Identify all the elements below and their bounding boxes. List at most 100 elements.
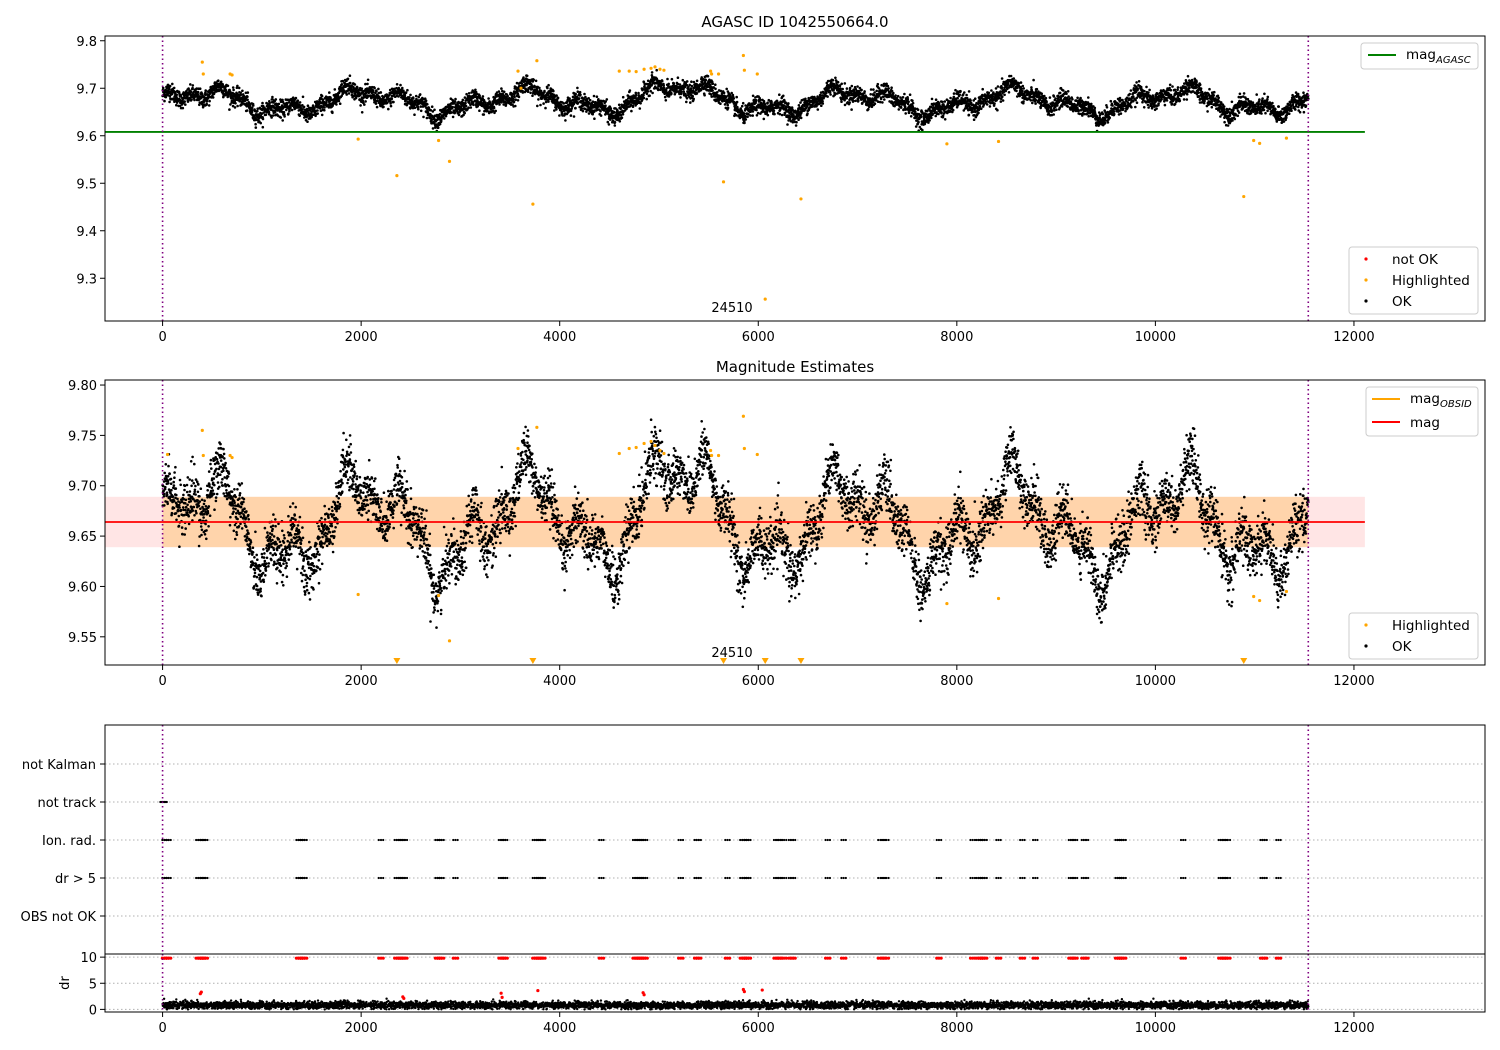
ok-point (274, 98, 278, 101)
ok-point (1045, 100, 1048, 104)
ok-point (1000, 86, 1004, 90)
ok-point (593, 117, 596, 120)
ok-point (568, 97, 571, 100)
ok-point (578, 90, 582, 94)
ok-point (726, 106, 730, 110)
ok-point (545, 96, 549, 99)
ok-point (298, 101, 302, 104)
ok-point (353, 83, 357, 86)
ok-point (252, 104, 255, 107)
ok-point (930, 116, 933, 120)
ok-point (613, 110, 616, 114)
ok-point (244, 91, 248, 95)
ok-point (840, 82, 843, 86)
ok-point (595, 95, 599, 98)
ok-point (364, 82, 367, 86)
ok-point (279, 116, 283, 119)
ok-point (786, 123, 789, 126)
ok-point (751, 94, 755, 98)
ok-point (572, 115, 576, 118)
ok-point (583, 92, 586, 96)
ok-point (917, 120, 920, 124)
ok-point (546, 86, 549, 90)
ok-point (419, 109, 423, 113)
ok-point (996, 108, 999, 112)
ok-point (168, 100, 171, 104)
ok-point (254, 122, 257, 126)
ok-point (196, 90, 200, 94)
ok-point (347, 92, 351, 95)
ok-point (382, 105, 385, 109)
ok-point (494, 109, 498, 113)
ok-point (1003, 93, 1006, 97)
ok-point (512, 100, 516, 103)
ok-point (914, 125, 918, 128)
ok-point (474, 88, 477, 92)
ok-point (913, 107, 917, 110)
ok-point (906, 97, 910, 101)
ok-point (306, 120, 309, 123)
ok-point (695, 79, 699, 83)
ok-point (987, 91, 991, 95)
ok-point (726, 103, 729, 107)
ok-point (373, 86, 376, 90)
ok-point (239, 93, 243, 97)
ok-point (850, 108, 853, 111)
ok-point (246, 98, 249, 102)
ok-point (514, 98, 517, 101)
ok-point (951, 108, 955, 112)
ok-point (816, 108, 820, 111)
ok-point (685, 100, 688, 104)
ok-point (619, 107, 622, 111)
ok-point (681, 78, 685, 82)
ok-point (711, 89, 714, 92)
ok-point (969, 99, 972, 102)
ok-point (678, 83, 682, 86)
ok-point (431, 127, 435, 130)
ok-point (787, 102, 790, 105)
ok-point (277, 102, 281, 106)
ok-point (1055, 108, 1058, 111)
ok-point (670, 77, 674, 81)
ok-point (282, 110, 286, 114)
ok-point (279, 98, 282, 101)
ok-point (239, 91, 242, 95)
ok-point (478, 109, 481, 112)
ok-point (397, 86, 401, 90)
ok-point (1012, 77, 1016, 80)
ok-point (666, 77, 669, 81)
ok-point (645, 97, 648, 101)
ok-point (907, 100, 910, 103)
panel-agasc-plot (105, 36, 1365, 321)
ok-point (374, 102, 378, 105)
ok-point (464, 104, 468, 108)
ok-point (806, 112, 809, 115)
ok-point (1112, 110, 1116, 113)
ok-point (722, 91, 726, 95)
ok-point (443, 117, 446, 120)
ok-point (943, 100, 947, 103)
ok-point (903, 92, 906, 96)
ok-point (843, 82, 847, 85)
ok-point (1021, 84, 1025, 88)
ok-point (366, 82, 369, 86)
ok-point (845, 97, 848, 100)
ok-point (655, 68, 658, 72)
ok-point (867, 107, 870, 111)
ok-point (630, 109, 633, 113)
ok-point (1056, 104, 1059, 107)
ok-point (287, 112, 290, 115)
ok-point (999, 100, 1003, 103)
ok-point (1108, 116, 1111, 120)
ok-point (875, 89, 878, 93)
ok-point (605, 98, 609, 101)
ok-point (646, 90, 650, 93)
ok-point (204, 91, 207, 94)
ok-point (952, 92, 956, 95)
ok-point (422, 115, 425, 119)
ok-point (511, 95, 514, 98)
ok-point (780, 113, 784, 117)
ok-point (606, 120, 610, 124)
ok-point (163, 99, 166, 103)
ok-point (364, 100, 367, 103)
